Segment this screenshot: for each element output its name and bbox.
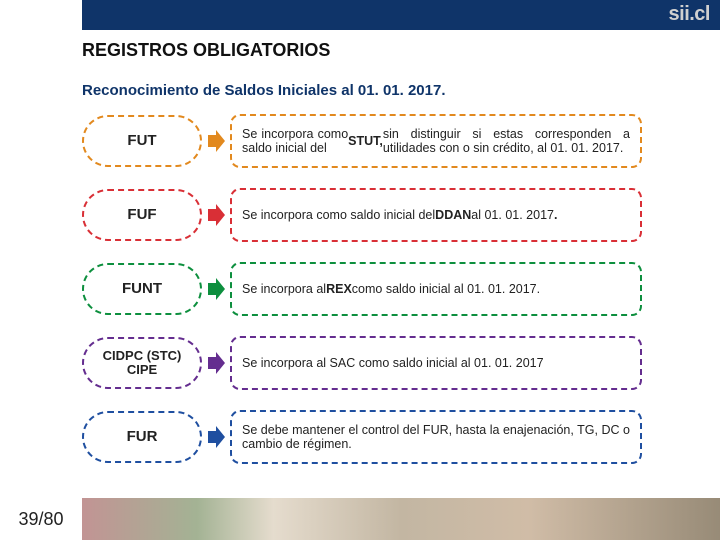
register-desc: Se incorpora al REX como saldo inicial a… (230, 262, 642, 316)
register-pill: FUR (82, 411, 202, 463)
page-total: 80 (44, 509, 64, 530)
register-desc: Se incorpora como saldo inicial del STUT… (230, 114, 642, 168)
register-row: FUNT Se incorpora al REX como saldo inici… (82, 260, 642, 318)
arrow-right-icon (202, 129, 230, 153)
page-current: 39 (18, 509, 38, 530)
register-pill: FUNT (82, 263, 202, 315)
arrow-right-icon (202, 425, 230, 449)
page-subtitle: Reconocimiento de Saldos Iniciales al 01… (82, 82, 446, 99)
register-pill: FUF (82, 189, 202, 241)
slide: sii.cl REGISTROS OBLIGATORIOS Reconocimi… (0, 0, 720, 540)
arrow-right-icon (202, 277, 230, 301)
top-bar: sii.cl (82, 0, 720, 30)
register-pill: FUT (82, 115, 202, 167)
page-number: 39 / 80 (0, 498, 82, 540)
register-row: FUF Se incorpora como saldo inicial del D… (82, 186, 642, 244)
register-desc: Se debe mantener el control del FUR, has… (230, 410, 642, 464)
register-row: CIDPC (STC) CIPE Se incorpora al SAC como… (82, 334, 642, 392)
register-row: FUR Se debe mantener el control del FUR, … (82, 408, 642, 466)
register-pill: CIDPC (STC) CIPE (82, 337, 202, 389)
register-row: FUT Se incorpora como saldo inicial del S… (82, 112, 642, 170)
arrow-right-icon (202, 203, 230, 227)
rows-container: FUT Se incorpora como saldo inicial del S… (82, 112, 642, 482)
register-desc: Se incorpora al SAC como saldo inicial a… (230, 336, 642, 390)
register-desc: Se incorpora como saldo inicial del DDAN… (230, 188, 642, 242)
brand-label: sii.cl (669, 3, 710, 26)
footer-image-strip (82, 498, 720, 540)
arrow-right-icon (202, 351, 230, 375)
page-title: REGISTROS OBLIGATORIOS (82, 40, 330, 61)
